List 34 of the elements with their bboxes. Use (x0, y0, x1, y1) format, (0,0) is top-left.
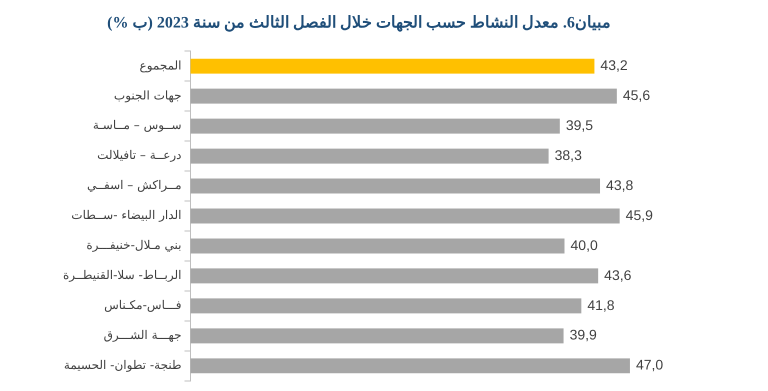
data-label: 45,6 (622, 87, 650, 104)
y-tick-label: فـــاس-مكـناس (104, 298, 182, 312)
data-label: 47,0 (636, 356, 664, 373)
bar (190, 358, 630, 374)
data-label: 43,8 (606, 176, 634, 193)
bar (190, 178, 600, 194)
y-tick-label: درعــة – تافيلالت (97, 148, 182, 162)
bar (190, 148, 549, 164)
data-label: 38,3 (554, 146, 582, 163)
bar (190, 208, 620, 224)
bar (190, 268, 598, 284)
y-tick-label: الربــاط- سلا-القنيطــرة (62, 268, 182, 282)
data-label: 45,9 (626, 206, 654, 223)
data-label: 41,8 (587, 296, 615, 313)
bar (190, 238, 565, 254)
y-tick-label: جهات الجنوب (114, 88, 182, 102)
bar (190, 88, 617, 104)
y-tick-label: بني مـلال-خنيفـــرة (86, 238, 182, 252)
bar (190, 328, 564, 344)
y-tick-label: الدار البيضاء -ســطات (71, 208, 182, 222)
data-label: 39,9 (570, 326, 598, 343)
chart-title: مبيان6. معدل النشاط حسب الجهات خلال الفصل الثالث من سنة 2023 (ب %) (107, 14, 611, 33)
data-label: 43,6 (604, 266, 632, 283)
y-tick-label: جهـــة الشـــرق (104, 328, 182, 342)
y-tick-label: ســوس – مــاسـة (92, 118, 182, 132)
y-tick-label: المجموع (140, 58, 182, 72)
bar (190, 298, 582, 314)
data-label: 40,0 (570, 236, 598, 253)
bar (190, 58, 594, 74)
data-label: 39,5 (566, 116, 594, 133)
y-tick-label: طنجة- تطوان- الحسيمة (64, 358, 182, 372)
bar (190, 118, 560, 134)
data-label: 43,2 (600, 57, 628, 74)
y-tick-label: مــراكش – اسفــي (86, 178, 182, 192)
